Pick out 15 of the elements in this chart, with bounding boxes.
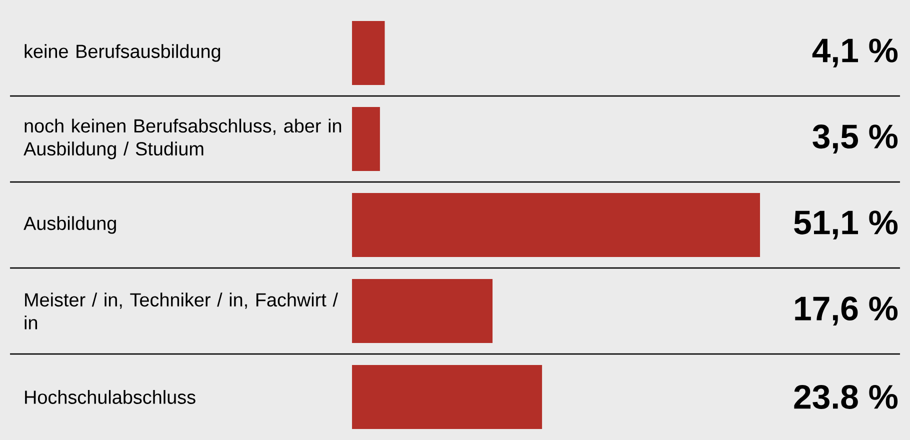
- data-label: 23.8 %: [794, 384, 898, 409]
- y-tick-label: Ausbildung: [24, 216, 116, 234]
- bar: [352, 20, 385, 85]
- y-tick-label: keine Berufsausbildung: [24, 44, 220, 62]
- y-tick-label: Meister / in, Techniker / in, Fachwirt / in: [24, 292, 338, 330]
- bar: [352, 278, 493, 343]
- bar: [352, 106, 380, 171]
- bar: [352, 364, 542, 429]
- y-tick-label: Hochschulabschluss: [25, 390, 196, 404]
- bar: [352, 192, 760, 257]
- data-label: 51,1 %: [794, 210, 898, 240]
- data-label: 17,6 %: [795, 296, 898, 326]
- data-label: 4,1 %: [812, 38, 898, 68]
- y-tick-label: noch keinen Berufsabschluss, aber in Ausbildung / Studium: [24, 118, 342, 160]
- data-label: 3,5 %: [812, 124, 898, 154]
